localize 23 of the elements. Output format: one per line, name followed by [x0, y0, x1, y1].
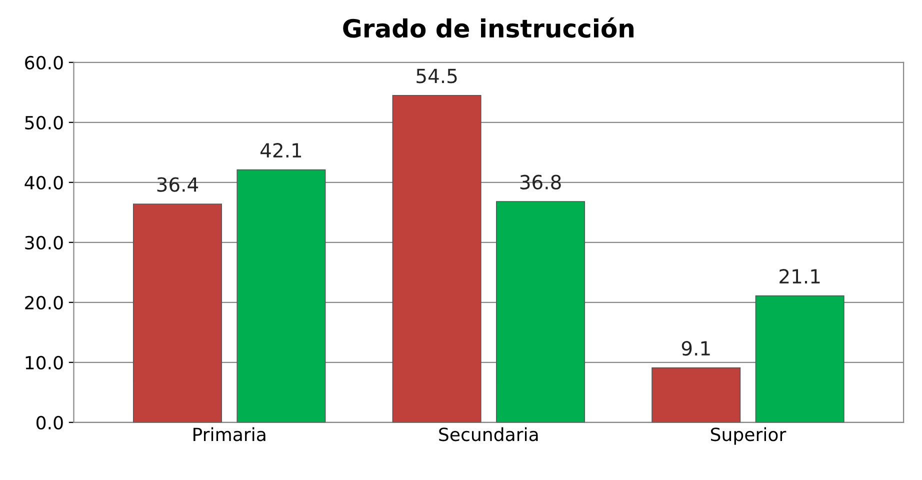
data-label: 36.8	[520, 174, 561, 190]
y-tick-label: 40.0	[24, 176, 63, 190]
y-tick-label: 30.0	[25, 236, 63, 250]
y-tick-label: 20.0	[25, 296, 63, 310]
bar	[392, 94, 482, 422]
bar	[132, 204, 222, 422]
y-tick-label: 50.0	[25, 116, 63, 130]
bar	[755, 295, 844, 422]
chart-title: Grado de instrucción	[343, 17, 634, 38]
data-label: 9.1	[682, 340, 710, 356]
y-tick-label: 60.0	[25, 56, 63, 70]
bar	[236, 169, 326, 422]
bar	[652, 367, 741, 422]
x-tick-label: Superior	[710, 427, 786, 445]
y-tick-label: 10.0	[26, 356, 63, 370]
y-tick-label: 0.0	[36, 416, 63, 430]
x-tick-label: Primaria	[194, 427, 266, 442]
data-label: 36.4	[157, 177, 198, 192]
data-label: 42.1	[260, 142, 302, 158]
x-tick-label: Secundaria	[439, 427, 538, 442]
data-label: 54.5	[416, 68, 457, 84]
bar	[496, 201, 586, 422]
data-label: 21.1	[780, 268, 820, 284]
